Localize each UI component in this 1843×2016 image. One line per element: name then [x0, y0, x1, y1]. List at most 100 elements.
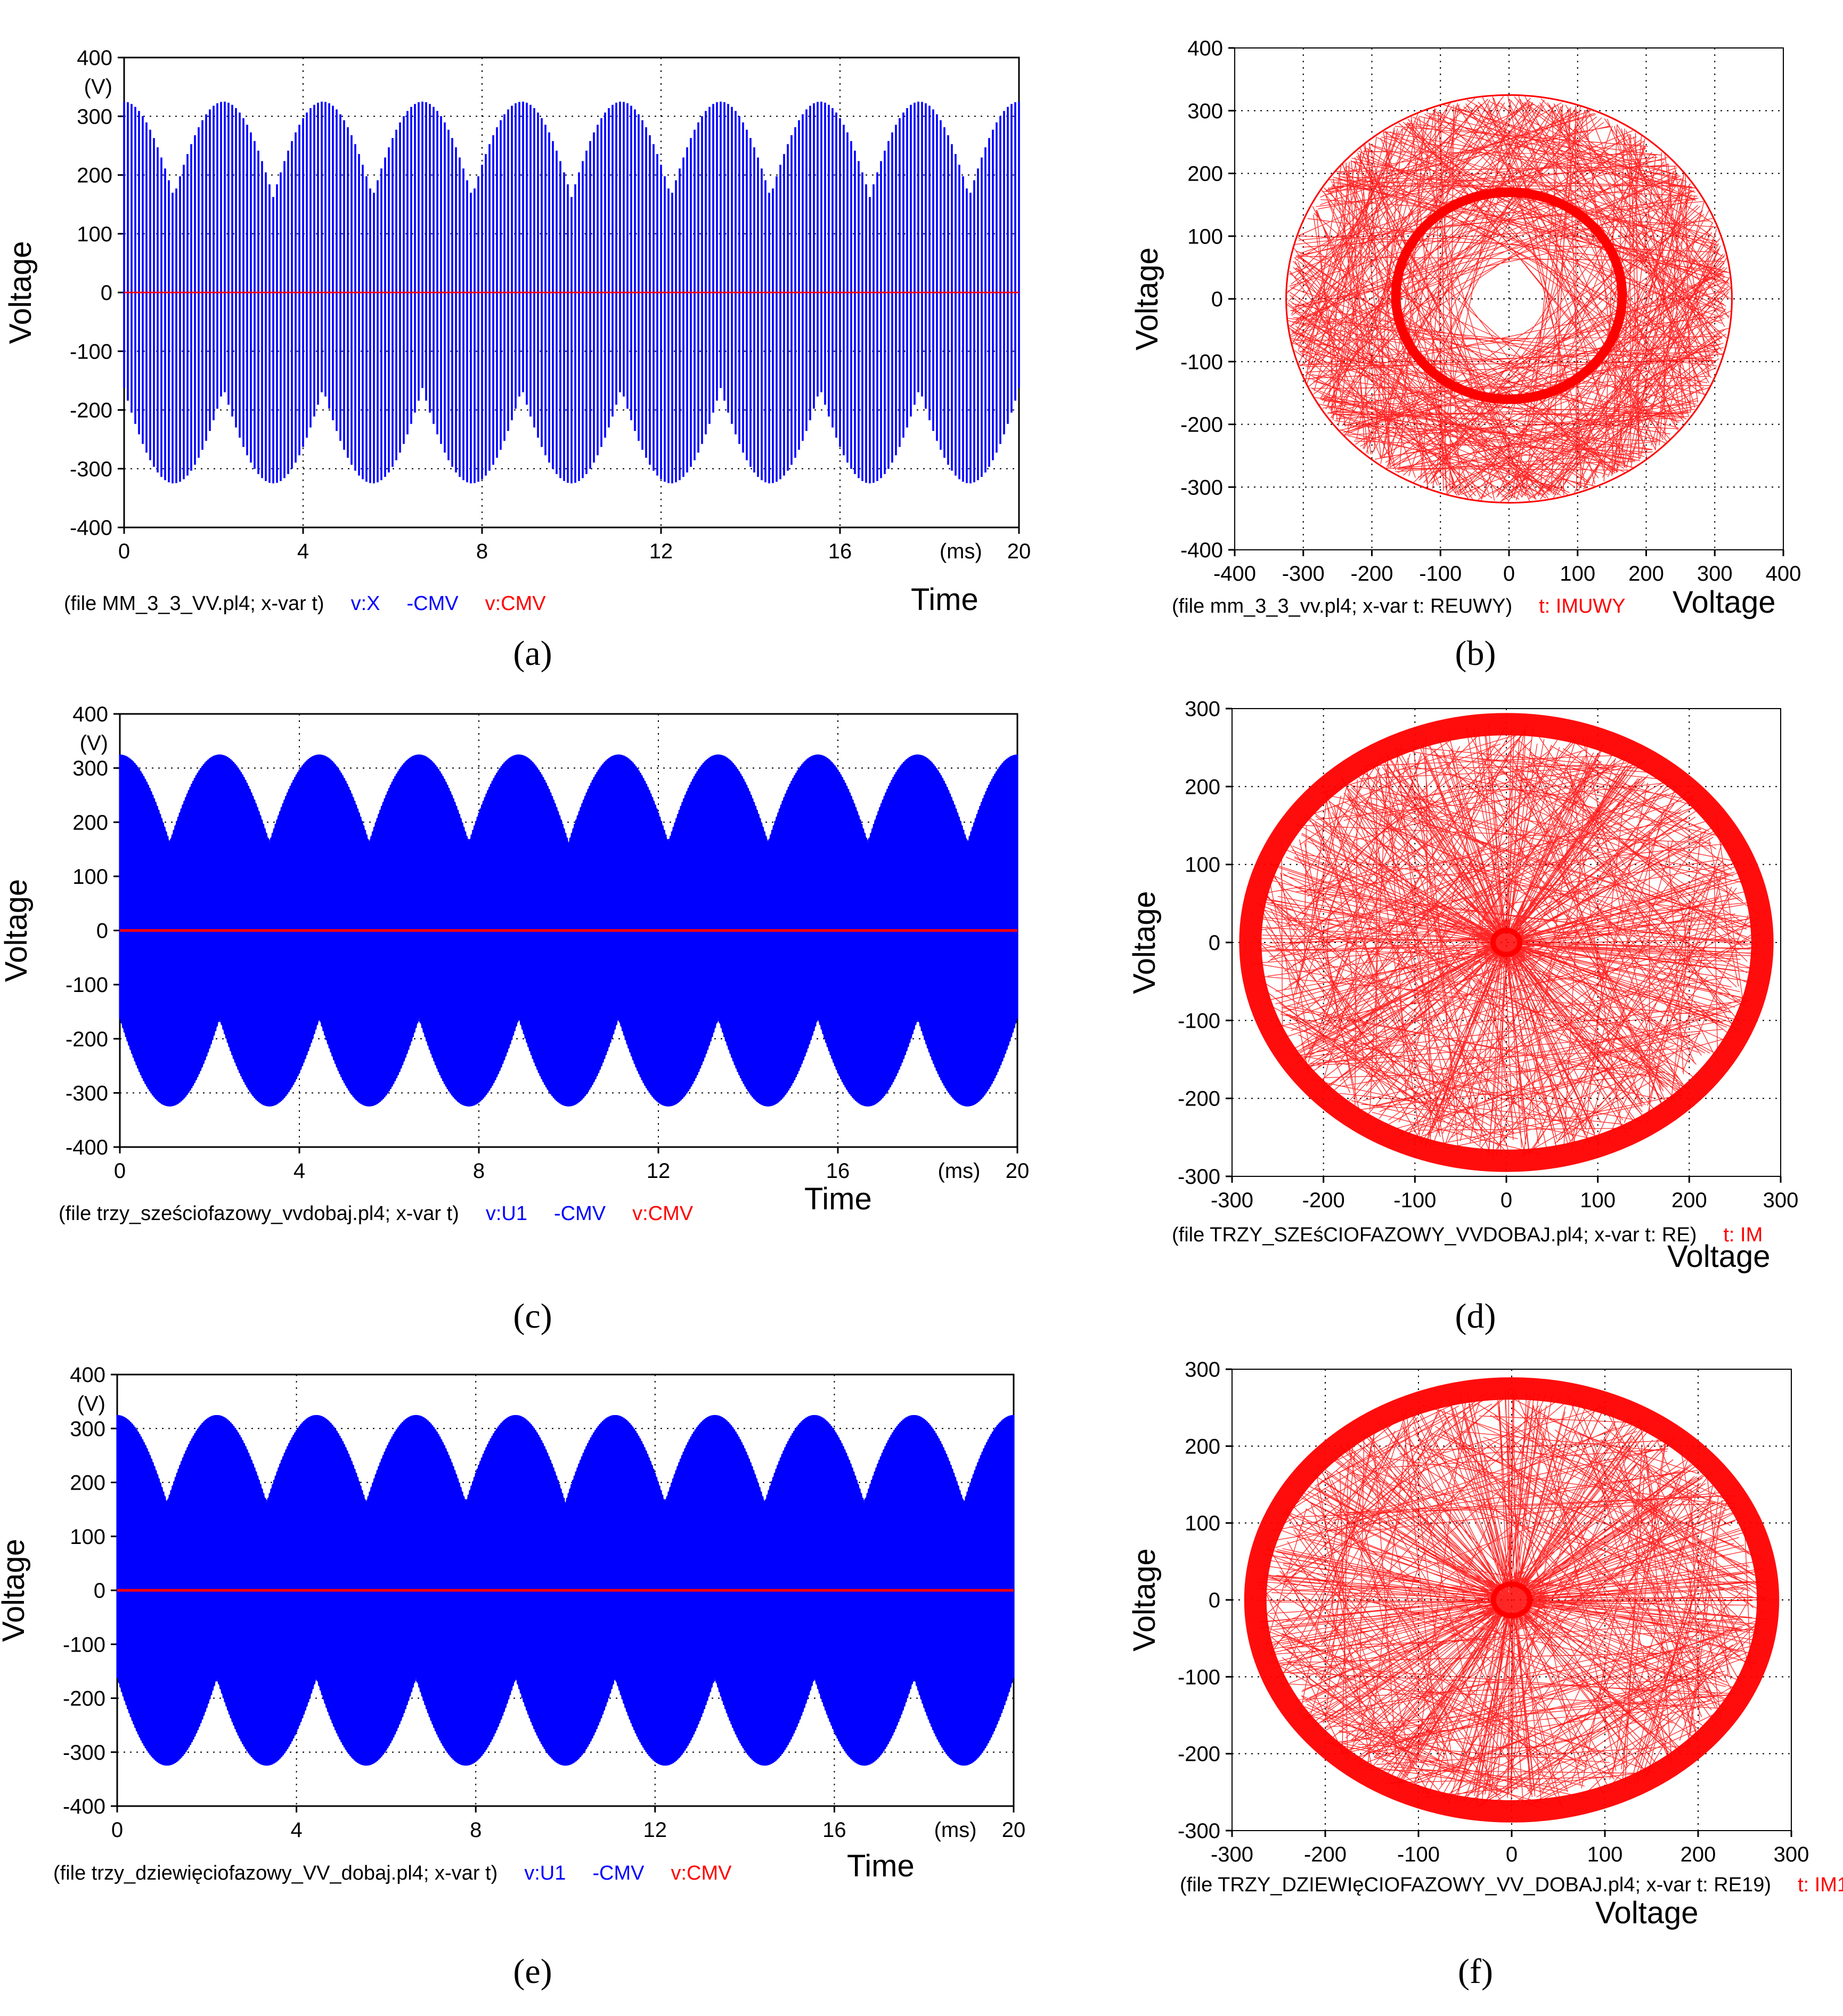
y-tick-label: 200	[72, 811, 108, 834]
grid	[1235, 48, 1783, 550]
x-tick-label: 4	[293, 1159, 305, 1183]
y-axis-label: Voltage	[1130, 247, 1164, 351]
y-axis-label: Voltage	[3, 241, 38, 344]
x-tick-label: 300	[1774, 1843, 1809, 1866]
y-tick-label: -300	[63, 1741, 105, 1765]
legend-series-2: -CMV	[554, 1202, 606, 1225]
pwm-lower-envelope	[120, 895, 1017, 1107]
x-axis-label: Time	[911, 582, 978, 617]
x-tick-label: 20	[1006, 1159, 1030, 1183]
footer-file: (file MM_3_3_VV.pl4; x-var t)	[64, 592, 324, 615]
y-tick-label: 200	[1185, 1435, 1220, 1458]
legend-series-3: v:CMV	[485, 592, 547, 615]
y-tick-label: 0	[96, 920, 108, 943]
trajectory-outer-ring	[1239, 713, 1774, 1172]
legend-series-1: t: IM	[1723, 1224, 1763, 1246]
x-tick-label: 4	[297, 540, 309, 563]
x-tick-label: -200	[1302, 1189, 1345, 1212]
y-tick-label: 100	[72, 865, 108, 889]
y-tick-label: 100	[77, 223, 112, 246]
pwm-upper-envelope	[117, 1415, 1014, 1625]
footer-file: (file TRZY_DZIEWIęCIOFAZOWY_VV_DOBAJ.pl4…	[1180, 1874, 1771, 1896]
x-tick-label: 20	[1007, 540, 1031, 563]
x-unit-label: (ms)	[937, 1159, 980, 1183]
legend-series-1: v:U1	[524, 1862, 566, 1884]
legend-series-1: v:X	[351, 592, 380, 615]
y-tick-label: 0	[94, 1579, 105, 1603]
y-tick-label: -100	[63, 1633, 105, 1656]
y-tick-label: 400	[70, 1363, 105, 1387]
panel-label-b: (b)	[1455, 634, 1496, 673]
y-tick-label: 300	[77, 105, 112, 128]
x-tick-label: 0	[118, 540, 130, 563]
trajectory-chords	[1252, 725, 1760, 1160]
chart-d: -300 -200 -100 0 100 200 300 300 200 100 0 -100 -200…	[1127, 697, 1798, 1274]
trajectory-center	[1490, 928, 1523, 957]
pwm-voltage-series	[123, 101, 1020, 484]
trajectory-inner-ring	[1391, 187, 1627, 404]
x-unit-label: (ms)	[934, 1818, 977, 1842]
y-tick-label: -100	[1178, 1009, 1220, 1033]
x-tick-label: 0	[1501, 1189, 1512, 1212]
footer-legend: (file TRZY_SZEśCIOFAZOWY_VVDOBAJ.pl4; x-…	[1172, 1224, 1763, 1246]
y-tick-label: -300	[70, 458, 112, 481]
y-tick-label: 0	[101, 281, 112, 305]
y-tick-label: -100	[70, 340, 112, 363]
y-tick-label: -200	[70, 399, 112, 422]
x-tick-label: 12	[649, 540, 673, 563]
y-tick-label: -300	[66, 1082, 108, 1105]
x-tick-label: 100	[1580, 1189, 1616, 1212]
panel-label-c: (c)	[513, 1297, 552, 1336]
x-tick-label: -100	[1393, 1189, 1436, 1212]
x-tick-label: 0	[1503, 562, 1515, 586]
y-axis-label: Voltage	[0, 1539, 31, 1642]
x-tick-label: 100	[1560, 562, 1595, 586]
y-tick-label: 200	[70, 1472, 105, 1495]
x-tick-label: 16	[826, 1159, 850, 1183]
y-tick-label: 0	[1209, 931, 1220, 955]
legend-series-3: v:CMV	[632, 1202, 694, 1225]
chart-e: 0 4 8 12 16 20 400 300 200 100 0 -100 -200 -300 -400 (V…	[0, 1363, 1025, 1884]
x-tick-label: -300	[1211, 1843, 1253, 1866]
pwm-lower-envelope	[117, 1555, 1014, 1766]
trajectory-center	[1490, 1581, 1533, 1619]
y-tick-label: -300	[1178, 1165, 1220, 1189]
trajectory-outer-ring	[1285, 94, 1733, 504]
x-tick-label: 16	[822, 1818, 846, 1842]
footer-legend: (file trzy_sześciofazowy_vvdobaj.pl4; x-…	[59, 1202, 694, 1225]
legend-series-3: v:CMV	[671, 1862, 732, 1884]
y-tick-label: 400	[72, 703, 108, 726]
x-tick-label: 200	[1671, 1189, 1707, 1212]
footer-legend: (file MM_3_3_VV.pl4; x-var t) v:X -CMV v:CM…	[64, 592, 546, 615]
y-tick-label: -100	[1178, 1665, 1220, 1689]
x-tick-label: 0	[1506, 1843, 1518, 1866]
trajectory-outer-ring	[1244, 1377, 1780, 1823]
y-tick-label: 100	[1185, 1512, 1220, 1535]
x-tick-label: 300	[1763, 1189, 1799, 1212]
trajectory-mid-ring	[1332, 1451, 1692, 1749]
chart-f: -300 -200 -100 0 100 200 300 300 200 100 0 -100 -200…	[1127, 1358, 1843, 1930]
footer-legend: (file TRZY_DZIEWIęCIOFAZOWY_VV_DOBAJ.pl4…	[1180, 1874, 1843, 1896]
y-tick-label: -300	[1178, 1819, 1220, 1843]
footer-file: (file trzy_sześciofazowy_vvdobaj.pl4; x-…	[59, 1202, 459, 1225]
y-tick-label: 0	[1211, 288, 1223, 311]
y-axis-label: Voltage	[0, 879, 34, 982]
pwm-upper-envelope	[120, 754, 1017, 966]
panel-label-a: (a)	[513, 634, 552, 673]
x-tick-label: 12	[643, 1818, 667, 1842]
legend-series-2: -CMV	[406, 592, 459, 615]
y-tick-label: 300	[1187, 100, 1223, 123]
y-tick-label: -100	[1180, 351, 1223, 374]
x-tick-label: -200	[1350, 562, 1393, 586]
y-tick-label: -200	[1178, 1087, 1220, 1111]
chart-c: 0 4 8 12 16 20 400 300 200 100 0 -100 -200 -300 -400 (V…	[0, 703, 1029, 1225]
x-tick-label: 0	[114, 1159, 126, 1183]
footer-file: (file mm_3_3_vv.pl4; x-var t: REUWY)	[1172, 595, 1512, 617]
y-tick-label: -200	[1180, 413, 1223, 437]
y-unit-label: (V)	[84, 75, 112, 99]
y-tick-label: 200	[1185, 775, 1220, 799]
x-tick-label: 200	[1628, 562, 1664, 586]
y-tick-label: 200	[77, 164, 112, 188]
x-tick-label: -400	[1213, 562, 1256, 586]
